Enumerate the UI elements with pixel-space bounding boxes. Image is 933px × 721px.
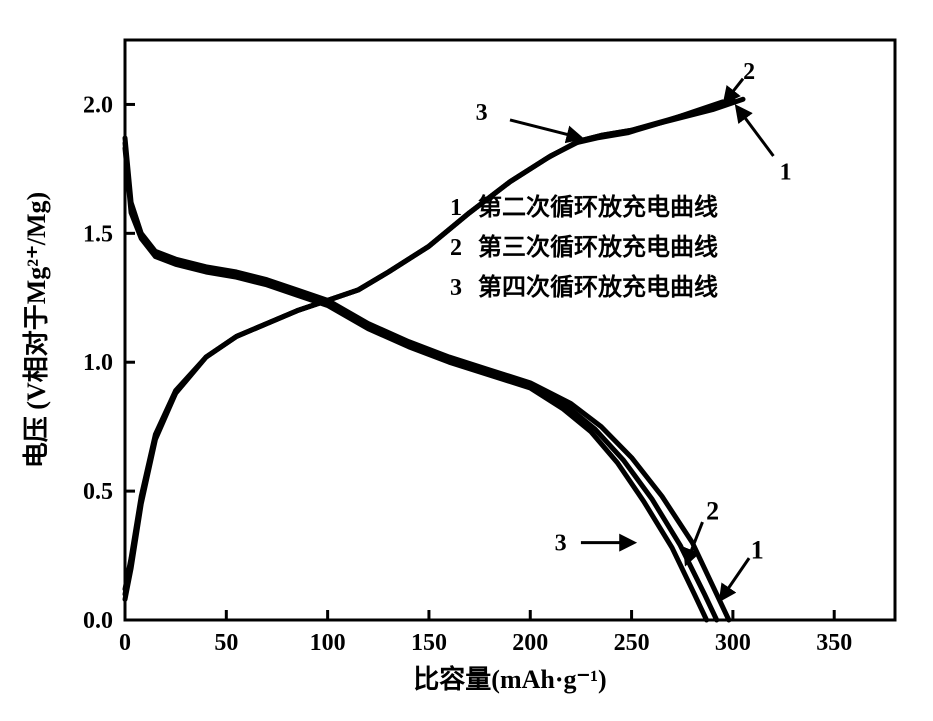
y-tick-label: 0.0 bbox=[83, 608, 113, 634]
legend-num-1: 1 bbox=[450, 195, 462, 221]
y-tick-label: 0.5 bbox=[83, 479, 113, 505]
annot-arrow-top3 bbox=[510, 120, 581, 138]
annot-label-top3: 3 bbox=[476, 100, 488, 126]
y-tick-label: 2.0 bbox=[83, 92, 113, 118]
annot-label-bot3: 3 bbox=[555, 531, 567, 557]
x-tick-label: 350 bbox=[816, 630, 852, 656]
y-tick-label: 1.5 bbox=[83, 221, 113, 247]
x-tick-label: 250 bbox=[614, 630, 650, 656]
annot-label-top1: 1 bbox=[780, 159, 792, 185]
y-tick-label: 1.0 bbox=[83, 350, 113, 376]
annot-label-bot1: 1 bbox=[751, 535, 764, 564]
legend-num-2: 2 bbox=[450, 235, 462, 261]
x-tick-label: 50 bbox=[214, 630, 238, 656]
annot-label-bot2: 2 bbox=[706, 497, 719, 526]
annot-arrow-bot1 bbox=[721, 558, 749, 599]
annot-arrow-top1 bbox=[737, 107, 773, 156]
annot-label-top2: 2 bbox=[743, 59, 755, 85]
x-tick-label: 300 bbox=[715, 630, 751, 656]
legend-text-3: 第四次循环放充电曲线 bbox=[478, 273, 718, 301]
x-tick-label: 200 bbox=[512, 630, 548, 656]
chart-svg: 0 50 100 150 200 250 300 350 0.0 0.5 1.0 1.5 2.0 比容量(… bbox=[0, 0, 933, 721]
legend-text-1: 第二次循环放充电曲线 bbox=[478, 193, 718, 221]
x-tick-label: 150 bbox=[411, 630, 447, 656]
plot-frame bbox=[125, 40, 895, 620]
y-axis-label: 电压 (V相对于Mg²⁺/Mg) bbox=[22, 192, 51, 468]
x-tick-label: 0 bbox=[119, 630, 131, 656]
x-axis-label: 比容量(mAh·g⁻¹) bbox=[413, 664, 606, 694]
x-tick-label: 100 bbox=[310, 630, 346, 656]
legend-num-3: 3 bbox=[450, 275, 462, 301]
chart-container: 0 50 100 150 200 250 300 350 0.0 0.5 1.0 1.5 2.0 比容量(… bbox=[0, 0, 933, 721]
legend-text-2: 第三次循环放充电曲线 bbox=[478, 233, 718, 261]
